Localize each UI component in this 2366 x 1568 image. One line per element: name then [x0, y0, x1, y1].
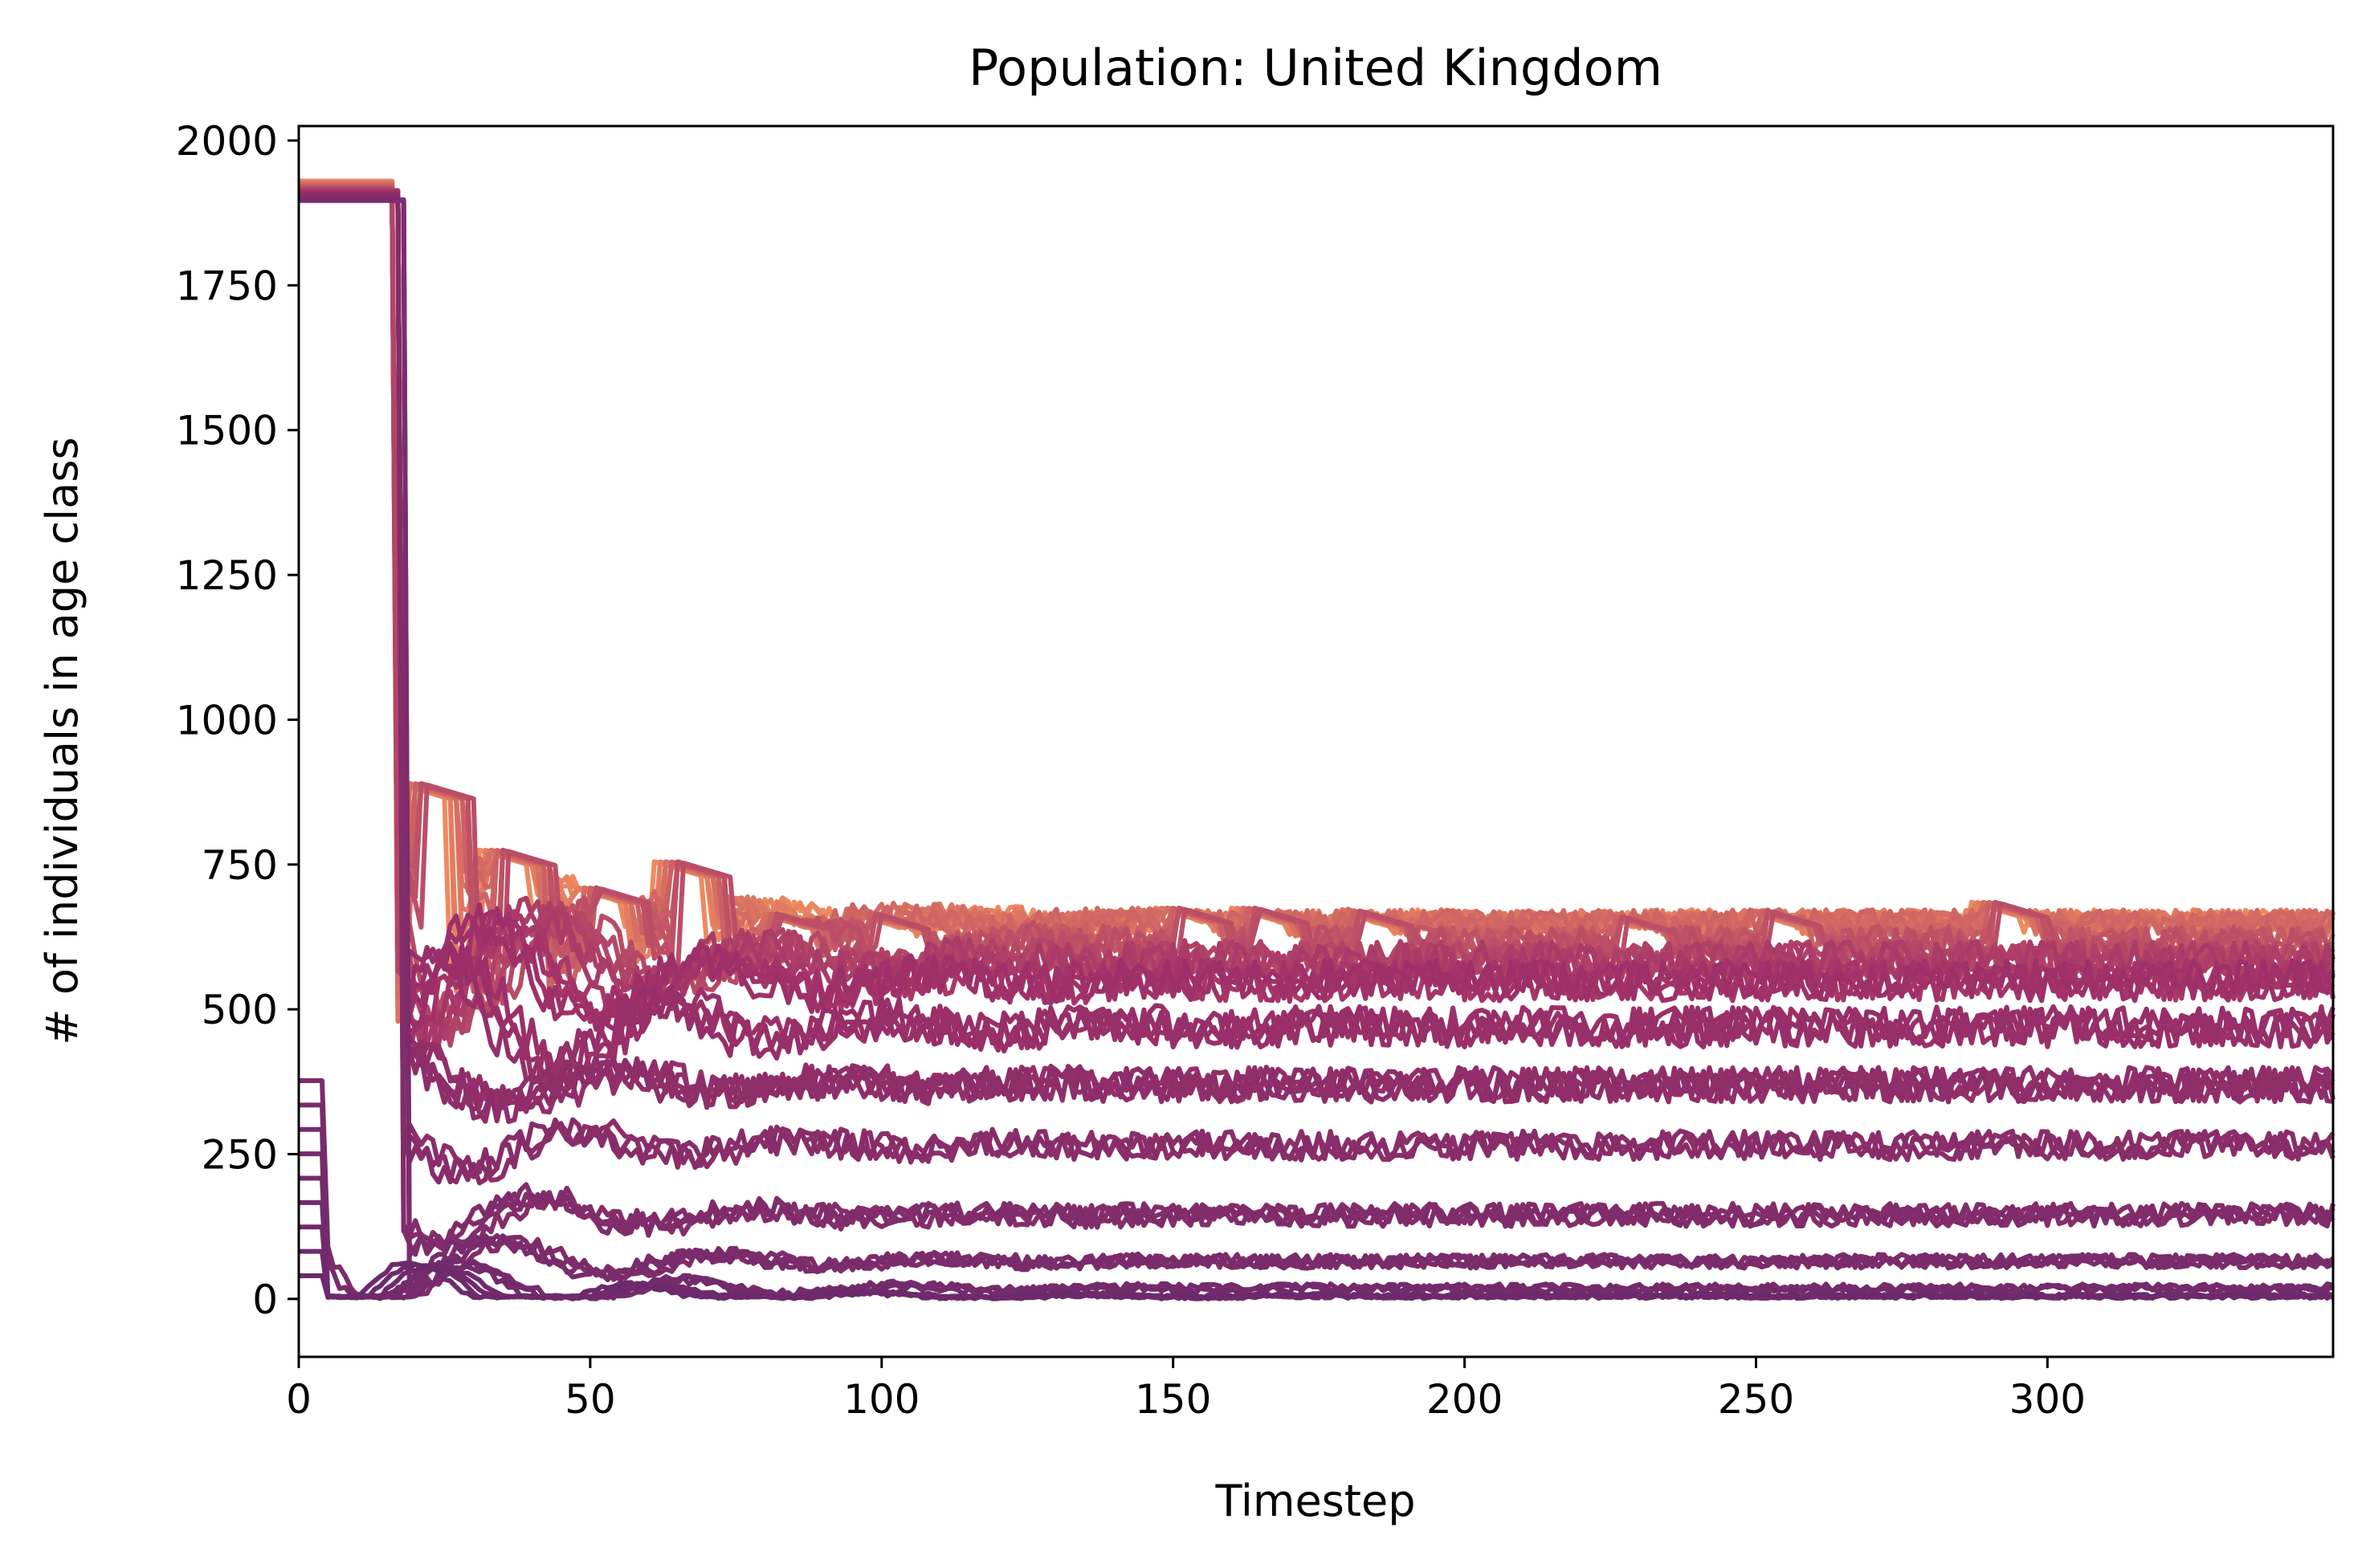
- x-tick-label: 250: [1718, 1376, 1794, 1423]
- y-axis: 0 250 500 750 1000 1250 1500 1750 2000: [176, 118, 299, 1323]
- age-class-series-line: [299, 184, 2335, 984]
- age-class-series-line: [299, 194, 2335, 1124]
- x-tick-label: 200: [1426, 1376, 1503, 1423]
- age-class-series-line: [299, 185, 2335, 975]
- y-tick-label: 750: [202, 842, 278, 889]
- age-class-series-line: [299, 183, 2335, 974]
- x-tick-label: 300: [2009, 1376, 2086, 1423]
- x-tick-label: 50: [565, 1376, 616, 1423]
- age-class-series-line: [299, 182, 2335, 967]
- y-tick-label: 1750: [176, 263, 278, 309]
- x-axis-label: Timestep: [1215, 1476, 1416, 1526]
- age-class-series-line: [299, 1175, 2335, 1301]
- age-class-series-line: [299, 192, 2335, 1085]
- y-tick-label: 0: [252, 1277, 278, 1323]
- x-axis: 0 50 100 150 200 250 300: [286, 1357, 2086, 1423]
- age-class-series-line: [299, 181, 2334, 1001]
- x-tick-label: 150: [1135, 1376, 1211, 1423]
- plot-frame: [297, 124, 2335, 1358]
- age-class-series-line: [299, 197, 2335, 1258]
- age-class-series-line: [299, 183, 2335, 975]
- age-class-series-line: [299, 178, 2335, 995]
- y-axis-label: # of individuals in age class: [37, 437, 88, 1045]
- age-class-series-line: [299, 192, 2335, 1085]
- x-tick-label: 0: [286, 1376, 312, 1423]
- y-tick-label: 1500: [176, 408, 278, 454]
- age-class-series-line: [299, 180, 2335, 983]
- age-class-series-line: [299, 180, 2335, 997]
- age-class-series-line: [299, 182, 2335, 994]
- age-class-series-line: [299, 184, 2335, 996]
- age-class-series-line: [299, 195, 2335, 1185]
- age-class-series-line: [299, 186, 2335, 1006]
- age-class-series-line: [299, 190, 2335, 1032]
- y-tick-label: 250: [202, 1132, 278, 1179]
- age-class-series-line: [299, 185, 2335, 1000]
- age-class-series-line: [299, 195, 2335, 1186]
- x-tick-label: 100: [843, 1376, 920, 1423]
- age-class-series-line: [299, 1102, 2335, 1300]
- age-class-series-line: [299, 1260, 2335, 1301]
- age-class-series-line: [299, 185, 2335, 1011]
- y-tick-label: 1250: [176, 552, 278, 599]
- age-class-series-line: [299, 179, 2335, 987]
- y-tick-label: 2000: [176, 118, 278, 165]
- age-class-series-line: [299, 186, 2335, 1032]
- series-layer: [299, 178, 2335, 1301]
- chart-title: Population: United Kingdom: [969, 39, 1662, 97]
- y-tick-label: 500: [202, 987, 278, 1033]
- age-class-series-line: [299, 181, 2335, 1009]
- age-class-series-line: [299, 179, 2335, 994]
- y-tick-label: 1000: [176, 697, 278, 743]
- age-class-series-line: [299, 198, 2335, 1297]
